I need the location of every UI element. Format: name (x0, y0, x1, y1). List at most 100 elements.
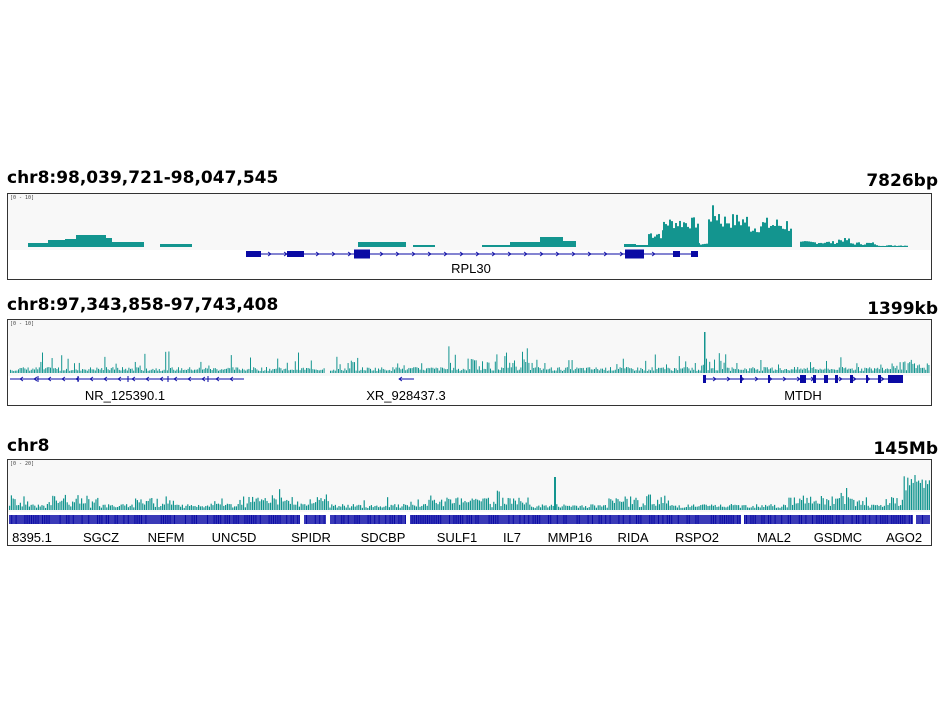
coverage-bar (333, 369, 335, 373)
gene-label-mmp16: MMP16 (547, 530, 593, 545)
gene-mark (726, 515, 728, 524)
strand-arrow (299, 251, 304, 257)
coverage-bar (797, 367, 799, 373)
coverage-bar (149, 498, 151, 510)
coverage-bar (171, 504, 173, 510)
coverage-bar (48, 367, 50, 373)
strand-arrow (523, 251, 528, 257)
coverage-bar (286, 499, 288, 510)
coverage-bar (67, 358, 69, 373)
coverage-bar (469, 500, 471, 510)
coverage-bar (478, 366, 480, 373)
coverage-bar (762, 370, 763, 373)
strand-arrow (131, 376, 136, 382)
coverage-bar (830, 369, 832, 373)
coverage-bar (738, 369, 739, 373)
strand-arrow (712, 376, 717, 382)
coverage-bar (331, 370, 333, 373)
coverage-bar (605, 367, 607, 373)
coverage-bar (673, 228, 675, 247)
coverage-bar (443, 368, 445, 373)
coverage-bar (675, 505, 677, 510)
coverage-bar (689, 507, 691, 510)
gene-mark (213, 515, 215, 524)
coverage-bar (910, 359, 912, 373)
coverage-bar (675, 223, 677, 247)
coverage-bar (216, 503, 218, 510)
coverage-bar (885, 499, 887, 510)
gene-mark (823, 515, 824, 524)
coverage-bar (85, 369, 87, 373)
coverage-bar (776, 369, 778, 373)
coverage-bar (831, 496, 833, 510)
coverage-bar (894, 245, 896, 247)
coverage-bar (57, 502, 59, 510)
coverage-bar (746, 369, 747, 373)
coverage-block (563, 241, 576, 247)
coverage-bar (170, 367, 171, 373)
coverage-bar (402, 368, 403, 373)
gene-mark (136, 515, 138, 524)
coverage-bar (563, 369, 565, 373)
strand-arrow (475, 251, 480, 257)
coverage-bar (90, 367, 91, 373)
coverage-bar (157, 370, 159, 373)
coverage-bar (856, 501, 858, 510)
coverage-bar (210, 369, 211, 373)
coverage-bar (187, 368, 189, 373)
coverage-bar (820, 496, 822, 510)
coverage-bar (181, 504, 183, 510)
coverage-bar (838, 498, 840, 510)
gene-mark (710, 515, 712, 524)
coverage-bar (714, 359, 715, 373)
coverage-bar (906, 370, 907, 373)
coverage-bar (403, 504, 405, 510)
coverage-bar (428, 499, 430, 510)
gene-mark (805, 515, 807, 524)
coverage-bar (878, 245, 880, 247)
coverage-bar (123, 369, 125, 373)
strand-arrow (215, 376, 220, 382)
gene-mark (600, 515, 602, 524)
coverage-bar (754, 228, 756, 247)
coverage-bar (441, 499, 443, 510)
coverage-bar (685, 361, 687, 373)
coverage-bar (549, 368, 551, 373)
coverage-bar (662, 367, 664, 373)
coverage-bar (730, 227, 732, 247)
strand-arrow (315, 251, 320, 257)
coverage-bar (499, 370, 501, 373)
coverage-bar (773, 370, 775, 373)
coverage-bar (610, 367, 611, 373)
coverage-bar (271, 495, 273, 510)
coverage-bar (866, 242, 868, 247)
coverage-bar (817, 503, 819, 510)
coverage-bar (762, 222, 764, 247)
coverage-bar (544, 363, 546, 373)
strand-arrow (824, 376, 829, 382)
coverage-bar (304, 504, 306, 510)
coverage-bar (516, 504, 518, 510)
coverage-bar (826, 241, 828, 247)
strand-arrow (145, 376, 150, 382)
coverage-bar (667, 500, 669, 510)
coverage-bar (514, 360, 515, 373)
coverage-bar (651, 367, 653, 373)
coverage-bar (455, 498, 457, 510)
exon-block (740, 375, 742, 383)
coverage-bar (36, 507, 38, 510)
coverage-bar (329, 507, 331, 510)
coverage-bar (99, 506, 101, 510)
coverage-bar (837, 498, 839, 510)
coverage-bar (852, 243, 854, 247)
coverage-bar (782, 228, 784, 247)
exon-block (673, 251, 680, 257)
coverage-bar (869, 367, 871, 373)
coverage-bar (342, 370, 344, 373)
coverage-bar (371, 370, 373, 373)
coverage-bar (747, 370, 749, 373)
coverage-bar (50, 367, 51, 373)
strand-arrow (379, 251, 384, 257)
coverage-bar (320, 369, 322, 373)
gene-mark (462, 515, 464, 524)
